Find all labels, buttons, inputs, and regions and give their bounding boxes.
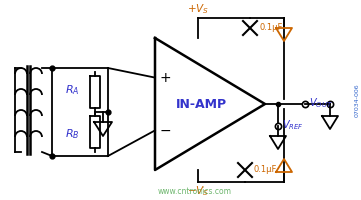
- Text: $R_A$: $R_A$: [65, 83, 79, 97]
- Text: 0.1μF: 0.1μF: [259, 23, 282, 32]
- Text: www.cntronics.com: www.cntronics.com: [158, 186, 232, 196]
- Text: IN-AMP: IN-AMP: [176, 98, 227, 110]
- Text: +: +: [159, 71, 171, 85]
- Text: $V_{REF}$: $V_{REF}$: [282, 118, 304, 132]
- Text: $-V_S$: $-V_S$: [187, 184, 209, 198]
- Text: −: −: [159, 123, 171, 137]
- Text: 0.1μF: 0.1μF: [254, 166, 277, 174]
- Text: $+V_S$: $+V_S$: [187, 2, 209, 16]
- Text: 07034-006: 07034-006: [355, 83, 360, 117]
- Text: $R_B$: $R_B$: [65, 127, 79, 141]
- Text: $V_{OUT}$: $V_{OUT}$: [309, 96, 332, 110]
